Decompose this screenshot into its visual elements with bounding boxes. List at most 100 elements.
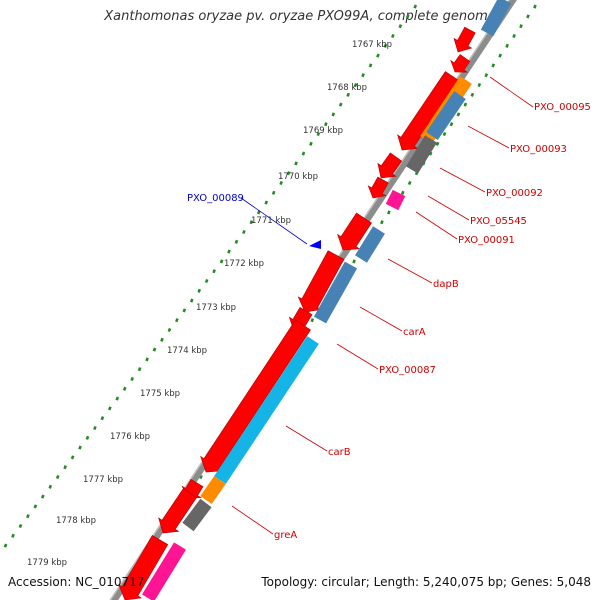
- outer-tick-mark: [212, 269, 216, 274]
- inner-tick-mark: [310, 318, 315, 323]
- outer-tick-mark: [309, 141, 313, 146]
- genome-summary-text: Topology: circular; Length: 5,240,075 bp…: [261, 575, 591, 589]
- inner-tick-mark: [463, 102, 468, 107]
- inner-tick-mark: [387, 210, 391, 215]
- forward-cds-arrow: [337, 212, 372, 251]
- forward-cds-arrow: [377, 152, 403, 179]
- outer-tick-mark: [331, 112, 336, 117]
- inner-tick-mark: [512, 33, 516, 39]
- inner-tick-mark: [533, 4, 537, 9]
- inner-tick-mark: [470, 92, 475, 97]
- reverse-gene-block: [385, 189, 406, 211]
- outer-tick-mark: [160, 337, 164, 342]
- outer-tick-mark: [361, 73, 365, 78]
- gene-label-leader: [336, 343, 379, 370]
- inner-tick-mark: [352, 259, 356, 264]
- reverse-gene-block: [182, 498, 212, 532]
- inner-tick-mark: [400, 190, 405, 195]
- reverse-gene-block: [426, 91, 466, 140]
- outer-tick-mark: [256, 210, 261, 215]
- gene-label: PXO_00091: [458, 235, 515, 246]
- gene-label-leader: [415, 211, 458, 240]
- outer-tick-mark: [70, 455, 75, 460]
- inner-tick-mark: [519, 24, 523, 29]
- outer-tick-mark: [93, 425, 97, 431]
- outer-tick-mark: [264, 200, 269, 205]
- inner-tick-mark: [407, 180, 412, 186]
- gene-label-leader: [359, 306, 403, 332]
- inner-tick-mark: [491, 63, 496, 68]
- inner-tick-mark: [456, 112, 461, 117]
- scale-tick-label: 1772 kbp: [224, 259, 264, 269]
- gene-label-leader: [285, 425, 328, 452]
- outer-tick-mark: [405, 14, 410, 19]
- outer-tick-mark: [271, 190, 276, 195]
- reverse-gene-block: [313, 261, 358, 324]
- scale-tick-label: 1770 kbp: [278, 172, 318, 182]
- outer-tick-mark: [376, 53, 380, 58]
- reverse-gene-block: [142, 542, 186, 600]
- outer-tick-mark: [26, 514, 30, 519]
- outer-tick-mark: [115, 396, 120, 401]
- inner-tick-mark: [449, 122, 454, 127]
- outer-tick-row: [3, 4, 418, 548]
- forward-cds-arrow: [200, 319, 311, 473]
- outer-tick-mark: [346, 92, 350, 97]
- scale-tick-label: 1775 kbp: [140, 389, 180, 399]
- scale-tick-label: 1778 kbp: [56, 516, 96, 526]
- outer-tick-mark: [55, 474, 60, 480]
- outer-tick-mark: [85, 435, 90, 440]
- scale-tick-label: 1776 kbp: [110, 432, 150, 442]
- forward-cds-arrow: [118, 535, 169, 600]
- outer-tick-mark: [48, 484, 53, 489]
- outer-tick-mark: [122, 386, 127, 391]
- outer-tick-mark: [234, 239, 239, 244]
- outer-tick-mark: [324, 122, 328, 127]
- outer-tick-mark: [413, 4, 418, 9]
- gene-label: dapB: [433, 279, 459, 290]
- outer-tick-mark: [204, 278, 209, 284]
- inner-tick-mark: [505, 43, 509, 48]
- reverse-gene-block: [200, 475, 226, 505]
- forward-cds-arrow: [453, 26, 476, 53]
- gene-labels: PXO_00095 PXO_00093 PXO_00092 PXO_05545 PXO_…: [187, 76, 591, 541]
- gene-label-leader: [427, 195, 470, 221]
- reverse-gene-block: [214, 336, 319, 484]
- outer-tick-mark: [167, 327, 172, 333]
- scale-tick-label: 1767 kbp: [352, 40, 392, 50]
- gene-label-leader: [467, 125, 510, 149]
- outer-tick-mark: [137, 367, 142, 372]
- gene-label-leader: [489, 76, 534, 108]
- outer-tick-mark: [100, 416, 105, 421]
- outer-tick-mark: [145, 357, 149, 362]
- outer-tick-mark: [338, 102, 343, 107]
- reverse-gene-block: [480, 0, 512, 37]
- forward-cds-arrow: [297, 250, 345, 313]
- outer-tick-mark: [398, 24, 403, 29]
- outer-tick-mark: [219, 259, 224, 264]
- gene-label: PXO_00092: [486, 188, 543, 199]
- outer-tick-mark: [63, 465, 67, 470]
- scale-tick-label: 1779 kbp: [27, 558, 67, 568]
- forward-cds-track: [118, 26, 476, 600]
- gene-label-leader: [439, 167, 486, 193]
- inner-tick-mark: [484, 73, 489, 78]
- accession-text: Accession: NC_010717: [8, 575, 145, 589]
- outer-tick-mark: [18, 523, 23, 529]
- gene-label: PXO_00093: [510, 144, 567, 155]
- outer-tick-mark: [279, 180, 283, 186]
- outer-tick-mark: [353, 82, 358, 88]
- outer-tick-mark: [108, 406, 112, 411]
- map-title: Xanthomonas oryzae pv. oryzae PXO99A, co…: [104, 9, 496, 24]
- reverse-gene-block: [355, 226, 385, 263]
- gene-label-leader: [387, 258, 433, 284]
- gene-label: PXO_05545: [470, 216, 527, 227]
- outer-tick-mark: [227, 249, 231, 254]
- inner-tick-mark: [380, 220, 384, 225]
- outer-tick-mark: [368, 63, 373, 68]
- forward-cds-arrow: [158, 488, 198, 534]
- gene-label: PXO_00095: [534, 102, 591, 113]
- outer-tick-mark: [40, 494, 45, 499]
- gene-label: PXO_00087: [379, 365, 436, 376]
